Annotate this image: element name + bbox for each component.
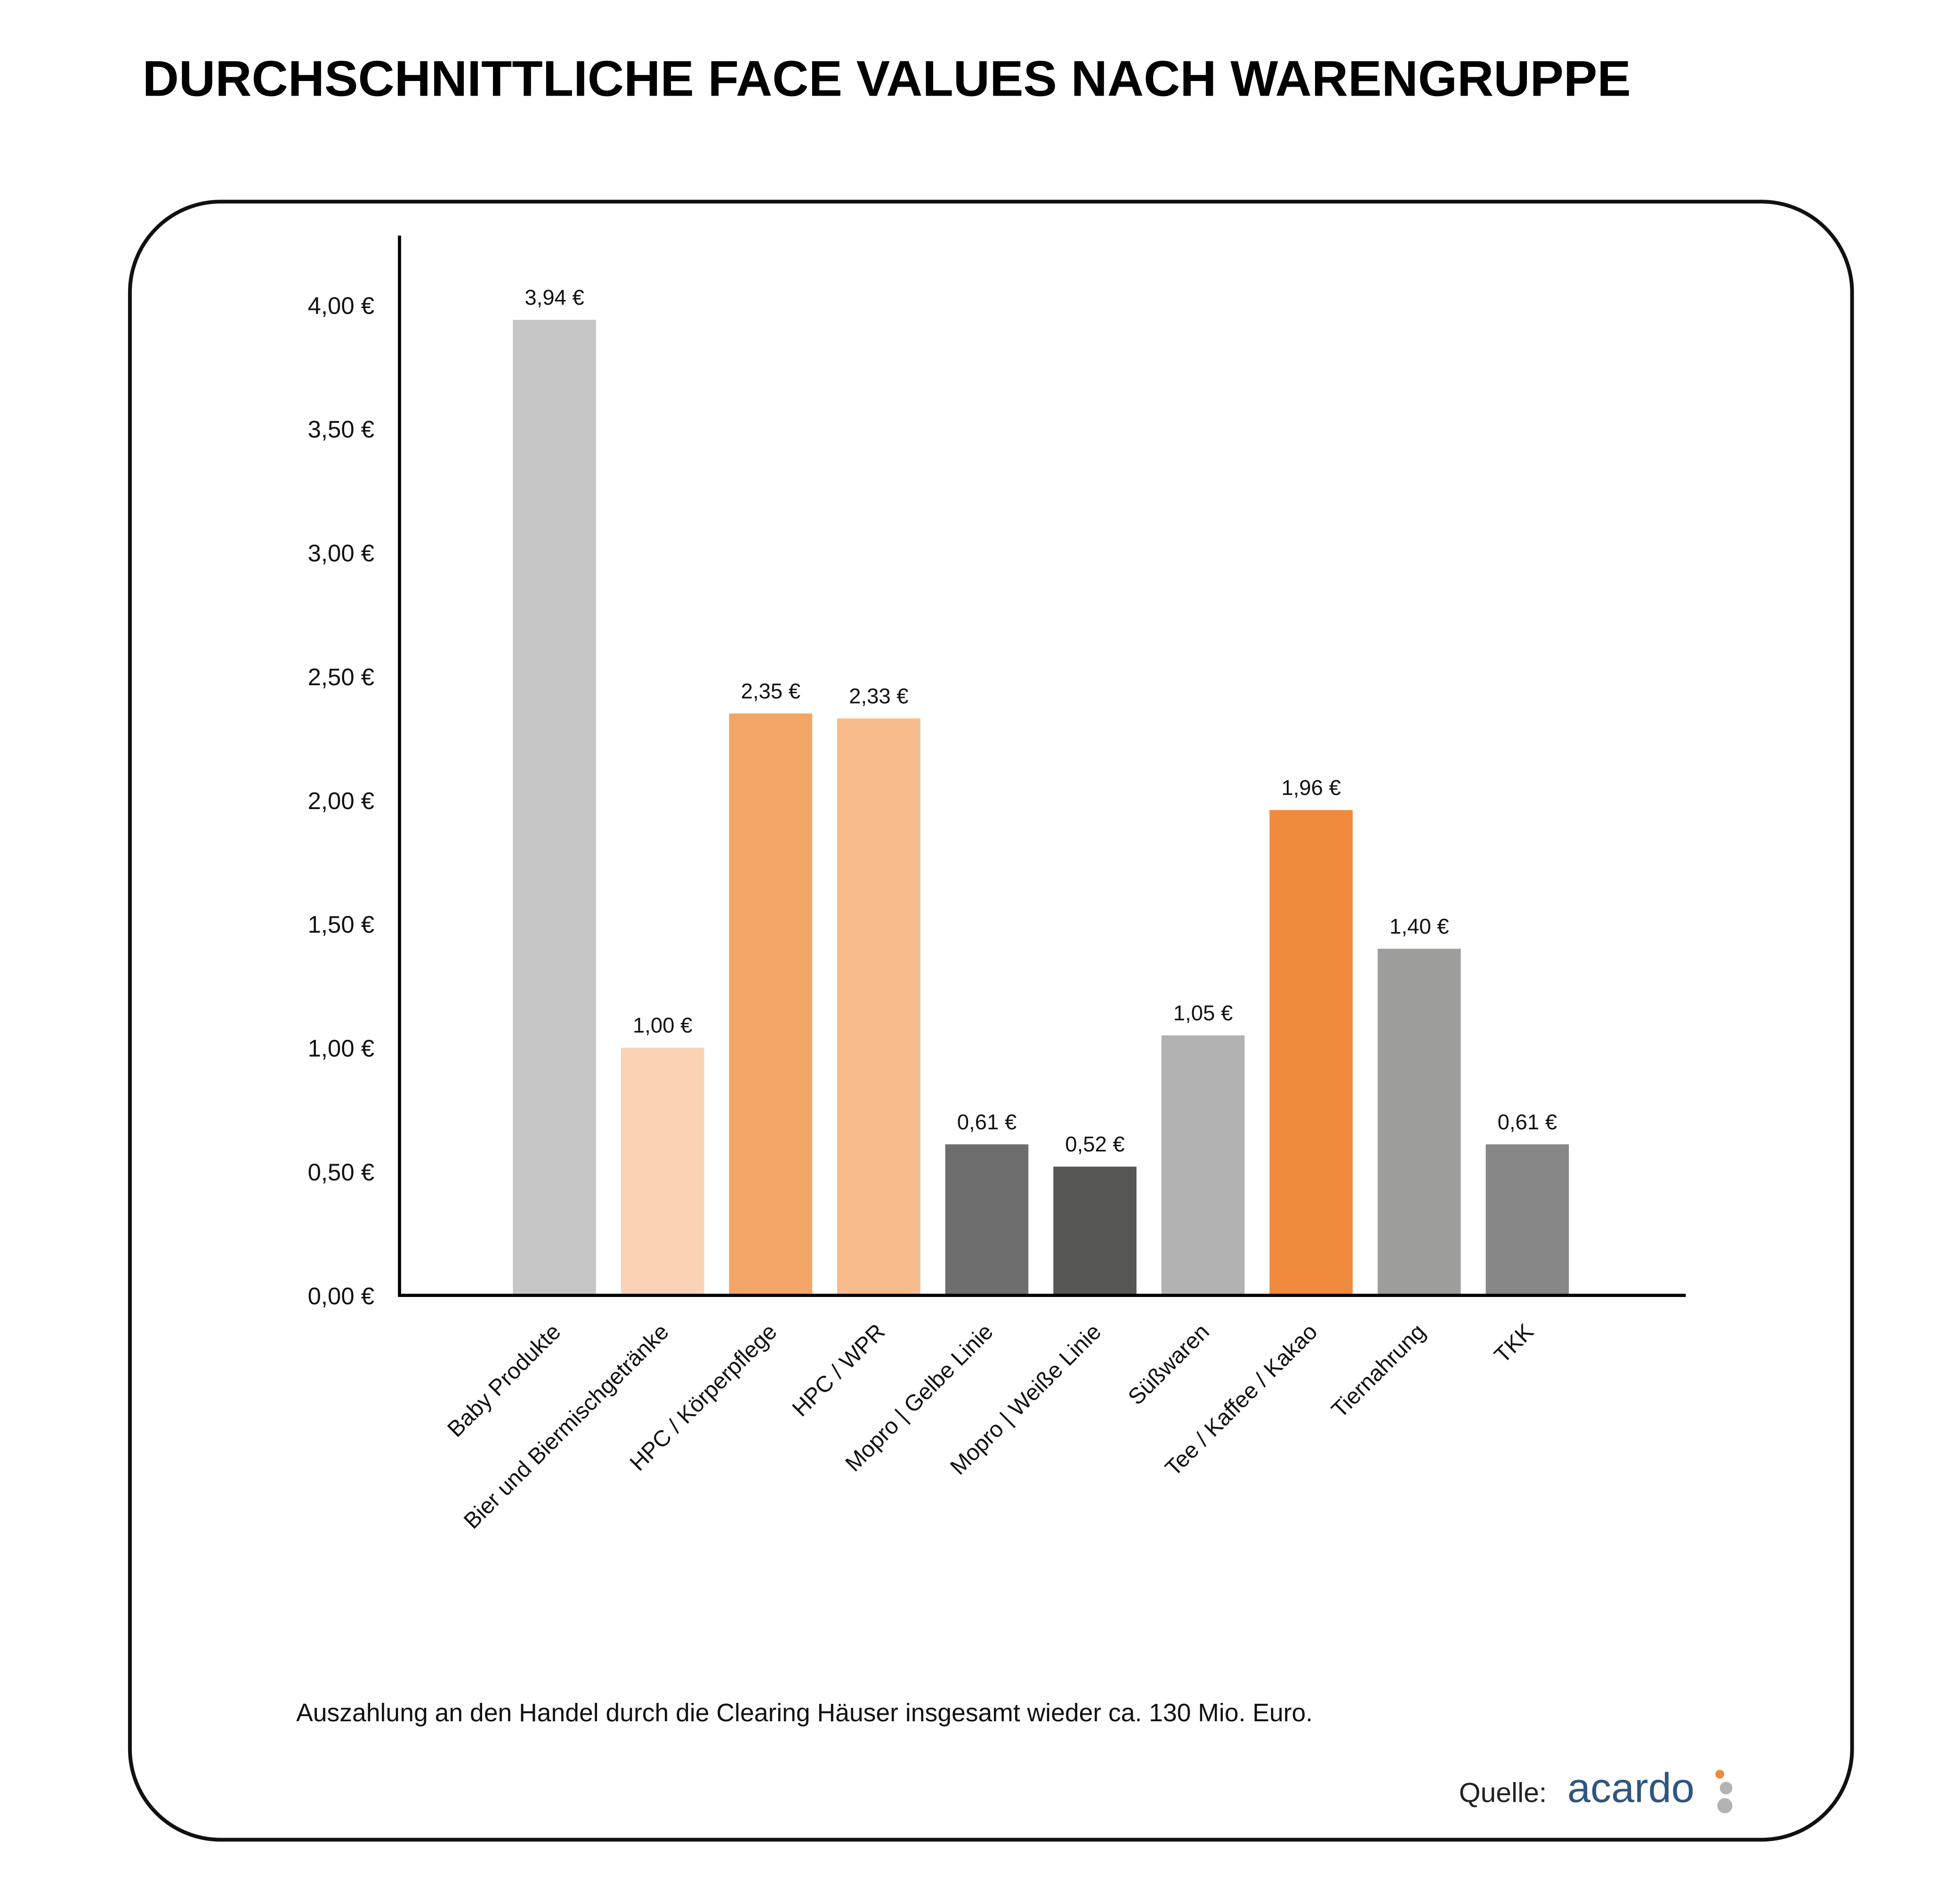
- bar: [1053, 1167, 1137, 1296]
- data-label: 0,61 €: [1498, 1110, 1557, 1134]
- y-tick-label: 3,00 €: [308, 540, 374, 567]
- bar: [1269, 810, 1353, 1296]
- bar: [945, 1144, 1029, 1296]
- chart-title: DURCHSCHNITTLICHE FACE VALUES NACH WAREN…: [143, 50, 1631, 106]
- acardo-logo-text: acardo: [1567, 1764, 1695, 1811]
- data-label: 0,52 €: [1065, 1132, 1124, 1156]
- bar: [1485, 1144, 1569, 1296]
- y-tick-label: 1,00 €: [308, 1035, 374, 1062]
- x-tick-label: HPC / WPR: [787, 1319, 890, 1421]
- logo-dot-gray-2: [1717, 1798, 1733, 1814]
- data-label: 1,96 €: [1281, 776, 1340, 800]
- data-label: 0,61 €: [957, 1110, 1017, 1134]
- y-tick-label: 3,50 €: [308, 416, 374, 443]
- bar: [837, 718, 920, 1296]
- footnote: Auszahlung an den Handel durch die Clear…: [296, 1699, 1313, 1727]
- logo-dot-gray-1: [1719, 1782, 1733, 1795]
- x-tick-label: TKK: [1489, 1319, 1538, 1368]
- y-tick-label: 2,50 €: [308, 664, 374, 690]
- bar: [621, 1047, 704, 1296]
- bar: [1161, 1035, 1245, 1296]
- data-label: 1,40 €: [1389, 914, 1449, 938]
- y-tick-label: 4,00 €: [308, 292, 374, 319]
- y-tick-label: 0,50 €: [308, 1159, 374, 1185]
- x-tick-label: Bier und Biermischgetränke: [459, 1319, 674, 1533]
- data-label: 2,33 €: [849, 684, 908, 708]
- bar: [729, 713, 813, 1296]
- bar: [1377, 948, 1461, 1296]
- data-label: 3,94 €: [525, 285, 584, 309]
- source-logo: Quelle: acardo: [1459, 1764, 1733, 1814]
- chart-frame: [128, 200, 1854, 1842]
- y-tick-label: 2,00 €: [308, 787, 374, 814]
- data-label: 2,35 €: [741, 679, 800, 703]
- source-label: Quelle:: [1459, 1777, 1547, 1808]
- x-tick-label: Baby Produkte: [443, 1319, 566, 1442]
- bar: [513, 320, 596, 1296]
- logo-dot-orange: [1715, 1770, 1725, 1779]
- y-tick-label: 1,50 €: [308, 911, 374, 938]
- data-label: 1,00 €: [633, 1013, 692, 1037]
- x-tick-label: Süßwaren: [1123, 1319, 1214, 1410]
- data-label: 1,05 €: [1173, 1001, 1233, 1025]
- y-tick-label: 0,00 €: [308, 1282, 374, 1309]
- x-tick-label: Tiernahrung: [1327, 1319, 1431, 1423]
